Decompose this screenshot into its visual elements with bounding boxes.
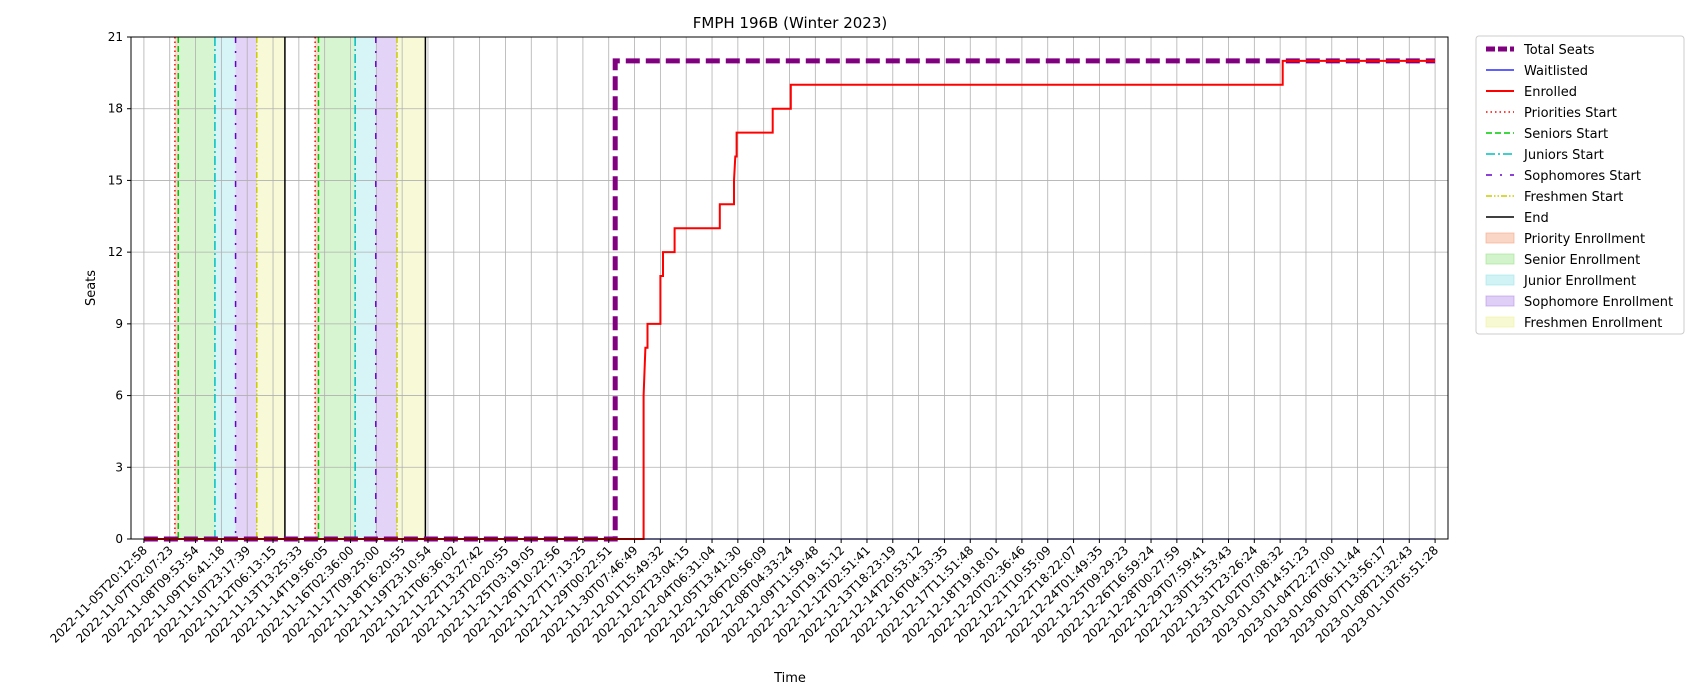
y-tick-label: 3	[115, 460, 123, 474]
legend-label-freshmen-start: Freshmen Start	[1524, 190, 1623, 205]
period-marker-lines	[174, 37, 427, 539]
grid-lines	[131, 36, 1448, 540]
band-freshmen-enrollment	[396, 37, 426, 539]
legend-label-waitlisted: Waitlisted	[1524, 64, 1588, 79]
legend-label-priorities-start: Priorities Start	[1524, 106, 1617, 121]
legend-label-enrolled: Enrolled	[1524, 85, 1577, 100]
legend-swatch-freshmen-enrollment	[1485, 316, 1515, 328]
band-junior-enrollment	[214, 37, 236, 539]
band-priority-enrollment	[315, 37, 319, 539]
band-senior-enrollment	[318, 37, 356, 539]
enrollment-period-bands	[174, 37, 426, 539]
y-tick-label: 6	[115, 389, 123, 403]
x-axis-ticks: 2022-11-05T20:12:582022-11-07T02:07:2320…	[48, 539, 1441, 646]
band-priority-enrollment	[174, 37, 179, 539]
band-junior-enrollment	[355, 37, 376, 539]
band-freshmen-enrollment	[256, 37, 285, 539]
legend-label-junior-enrollment: Junior Enrollment	[1523, 274, 1636, 289]
y-tick-label: 12	[108, 245, 123, 259]
legend-label-total-seats: Total Seats	[1523, 43, 1595, 58]
legend-label-sophomore-enrollment: Sophomore Enrollment	[1524, 295, 1673, 310]
y-tick-label: 18	[108, 102, 123, 116]
band-sophomore-enrollment	[235, 37, 257, 539]
y-tick-label: 0	[115, 532, 123, 546]
legend-label-senior-enrollment: Senior Enrollment	[1524, 253, 1640, 268]
series-total-seats	[143, 58, 1436, 542]
legend-label-juniors-start: Juniors Start	[1523, 148, 1604, 163]
band-senior-enrollment	[178, 37, 215, 539]
legend-label-priority-enrollment: Priority Enrollment	[1524, 232, 1645, 247]
x-axis-label: Time	[773, 671, 806, 686]
legend-swatch-priority-enrollment	[1485, 232, 1515, 244]
legend-swatch-junior-enrollment	[1485, 274, 1515, 286]
legend: Total Seats Waitlisted Enrolled Priorities …	[1475, 35, 1685, 335]
y-tick-label: 15	[108, 173, 123, 187]
y-axis-ticks: 0 3 6 9 12 15 18 21	[108, 30, 131, 546]
legend-label-sophomores-start: Sophomores Start	[1524, 169, 1641, 184]
series-enrolled	[143, 59, 1436, 540]
y-axis-label: Seats	[84, 270, 99, 306]
y-tick-label: 9	[115, 317, 123, 331]
chart-title: FMPH 196B (Winter 2023)	[693, 14, 887, 32]
legend-label-freshmen-enrollment: Freshmen Enrollment	[1524, 316, 1662, 331]
legend-label-seniors-start: Seniors Start	[1524, 127, 1608, 142]
legend-label-end: End	[1524, 211, 1549, 226]
band-sophomore-enrollment	[375, 37, 397, 539]
legend-swatch-senior-enrollment	[1485, 253, 1515, 265]
legend-box	[1475, 35, 1685, 335]
y-tick-label: 21	[108, 30, 123, 44]
legend-swatch-sophomore-enrollment	[1485, 295, 1515, 307]
